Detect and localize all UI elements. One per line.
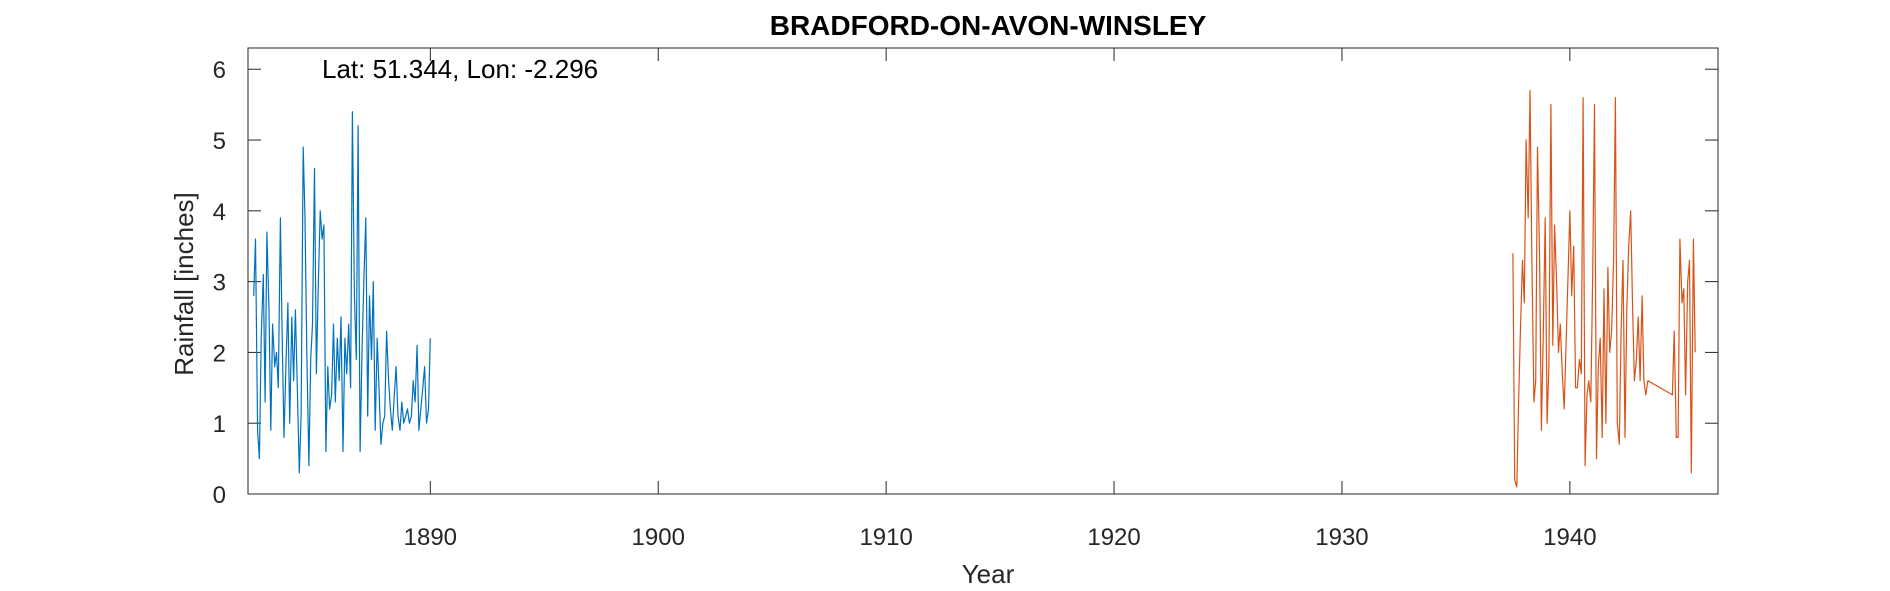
x-tick-label: 1890 [404,524,457,551]
y-tick-label: 1 [213,411,226,438]
series-line-1 [253,111,431,474]
axes-box [247,47,1719,495]
series-line-2 [1512,89,1696,488]
chart-title: BRADFORD-ON-AVON-WINSLEY [770,10,1207,41]
y-tick-label: 6 [213,57,226,84]
plot-area: 1890 1900 1910 1920 1930 1940 0 1 2 3 4 5 6 [213,47,1719,551]
x-tick-label: 1910 [859,524,912,551]
x-axis-label: Year [962,559,1015,589]
x-tick-label: 1920 [1087,524,1140,551]
location-annotation: Lat: 51.344, Lon: -2.296 [322,54,598,84]
y-tick-label: 5 [213,128,226,155]
y-tick-label: 4 [213,199,226,226]
y-axis-label: Rainfall [inches] [169,192,199,376]
y-tick-label: 0 [213,482,226,509]
x-tick-label: 1930 [1315,524,1368,551]
y-tick-label: 3 [213,270,226,297]
y-tick-label: 2 [213,340,226,367]
x-tick-label: 1900 [632,524,685,551]
x-tick-label: 1940 [1543,524,1596,551]
